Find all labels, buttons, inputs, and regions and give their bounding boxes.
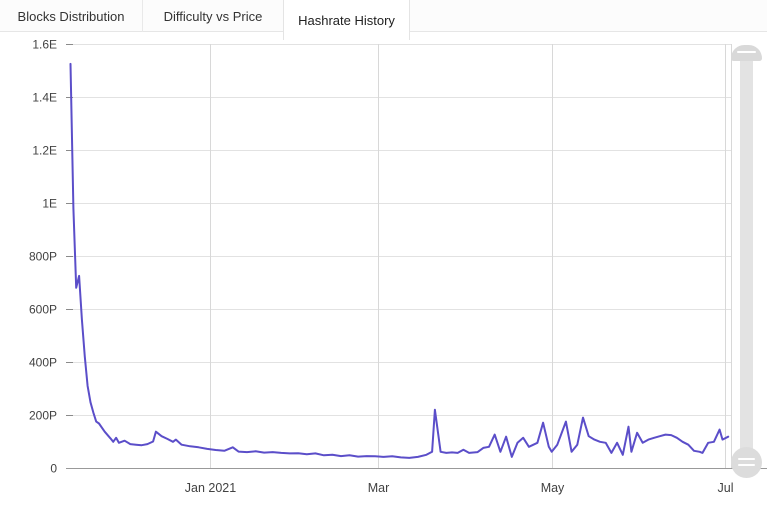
tab-label: Blocks Distribution <box>17 8 125 24</box>
y-axis-label: 1.2E <box>32 144 57 158</box>
y-axis-label: 1.4E <box>32 91 57 105</box>
tab-label: Hashrate History <box>298 12 395 28</box>
hashrate-series-line <box>69 62 730 459</box>
slider-bottom-handle[interactable] <box>731 447 762 478</box>
y-axis-label: 200P <box>29 409 57 423</box>
y-axis-label: 800P <box>29 250 57 264</box>
x-axis-label: Jan 2021 <box>185 481 236 495</box>
tab-difficulty-vs-price[interactable]: Difficulty vs Price <box>142 0 283 32</box>
handle-grip-icon <box>737 51 756 53</box>
x-axis-label: Jul <box>718 481 734 495</box>
y-axis-label: 1E <box>42 197 57 211</box>
slider-track[interactable] <box>740 54 753 452</box>
x-axis-label: Mar <box>368 481 390 495</box>
tab-label: Difficulty vs Price <box>163 8 263 24</box>
y-axis-label: 1.6E <box>32 38 57 52</box>
handle-grip-icon <box>738 458 755 460</box>
slider-top-handle[interactable] <box>731 45 762 61</box>
handle-grip-icon <box>738 464 755 466</box>
y-axis-label: 0 <box>50 462 57 476</box>
tab-bar: Blocks Distribution Difficulty vs Price … <box>0 0 767 40</box>
tab-blocks-distribution[interactable]: Blocks Distribution <box>0 0 142 32</box>
y-axis-label: 600P <box>29 303 57 317</box>
x-axis-label: May <box>541 481 565 495</box>
y-axis-label: 400P <box>29 356 57 370</box>
tab-hashrate-history[interactable]: Hashrate History <box>283 0 410 40</box>
